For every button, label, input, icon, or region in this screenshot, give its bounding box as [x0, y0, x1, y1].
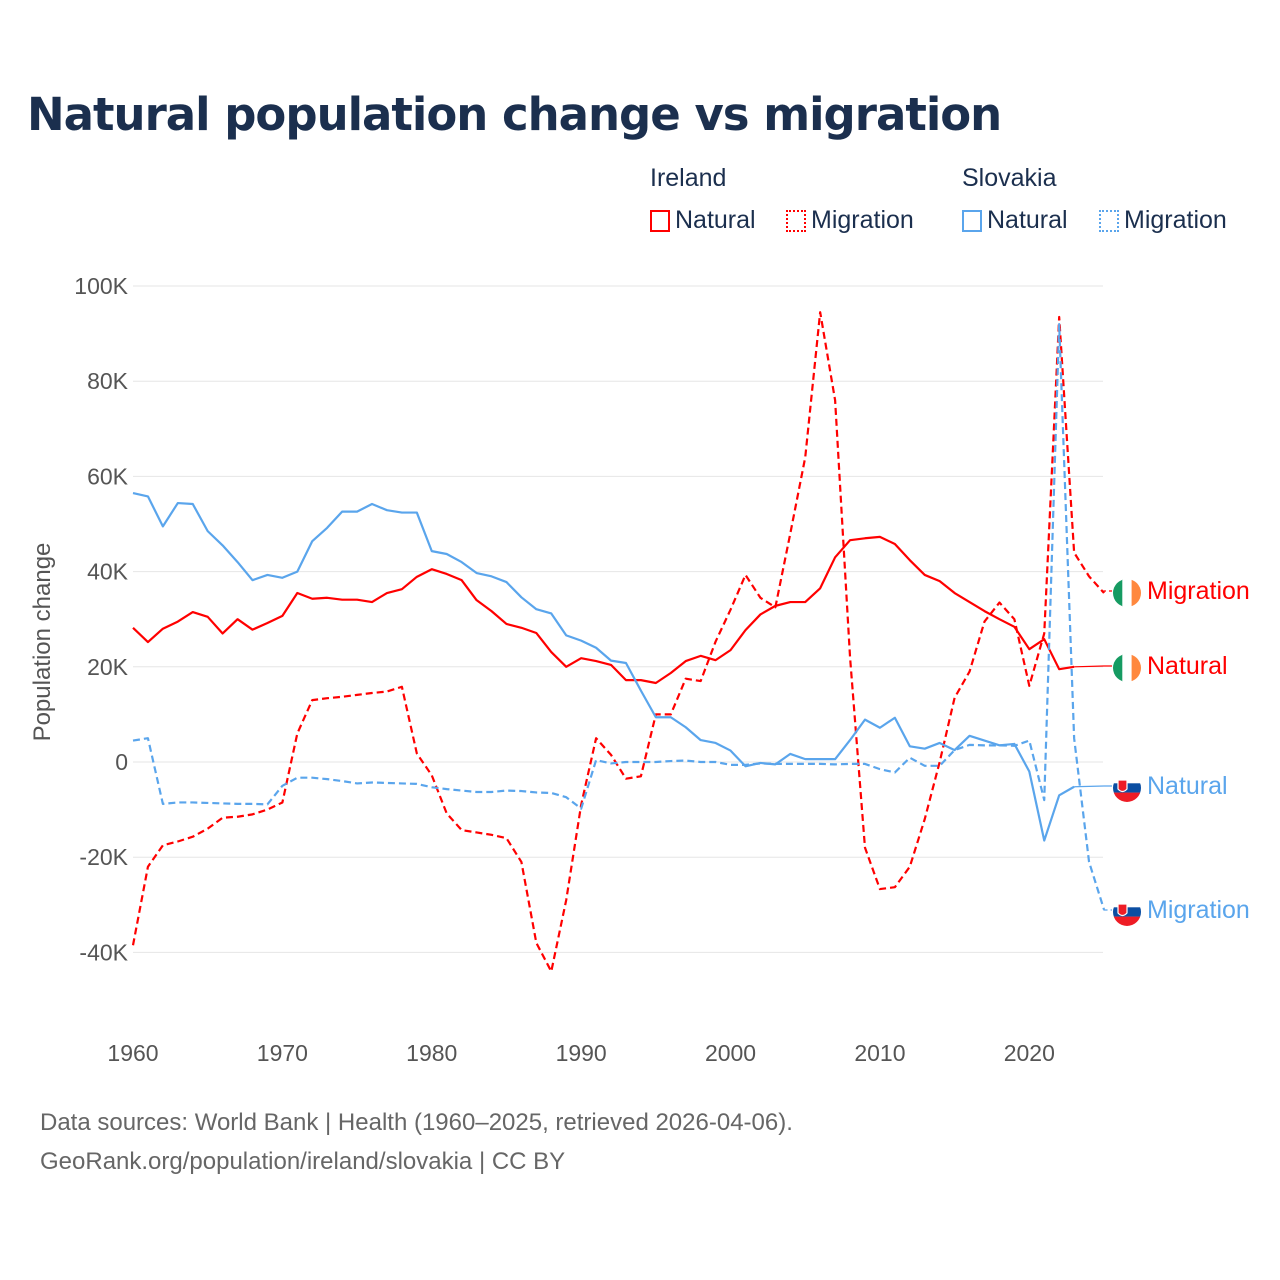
label-connector — [1103, 590, 1112, 594]
x-tick-label: 1970 — [257, 1040, 308, 1066]
y-tick-label: 60K — [87, 463, 129, 489]
y-tick-label: 20K — [87, 654, 129, 680]
source-link[interactable]: GeoRank.org/population/ireland/slovakia … — [40, 1148, 566, 1175]
legend-swatch-dotted — [786, 209, 806, 232]
x-tick-label: 1980 — [406, 1040, 457, 1066]
y-tick-label: 100K — [74, 273, 128, 299]
legend-label: Migration — [1124, 206, 1227, 234]
legend-group-slovakia: Slovakia — [962, 164, 1057, 192]
slovakia-natural-end-label: Natural — [1147, 772, 1228, 800]
slovakia-flag-icon — [1113, 774, 1141, 802]
source-note: Data sources: World Bank | Health (1960–… — [40, 1109, 793, 1136]
legend-ireland-natural[interactable]: Natural — [650, 206, 756, 235]
y-tick-label: 0 — [115, 749, 128, 775]
ireland-natural-line — [132, 535, 1075, 685]
slovakia-flag-icon — [1113, 898, 1141, 926]
chart-title: Natural population change vs migration — [27, 88, 1002, 141]
ireland-migration-line — [131, 311, 1105, 973]
legend-slovakia-migration[interactable]: Migration — [1099, 206, 1227, 235]
ireland-natural-end-label: Natural — [1147, 652, 1228, 680]
legend-label: Natural — [675, 206, 756, 234]
x-tick-label: 1990 — [556, 1040, 607, 1066]
legend-ireland-migration[interactable]: Migration — [786, 206, 914, 235]
legend-label: Natural — [987, 206, 1068, 234]
y-tick-label: -20K — [79, 844, 128, 870]
y-tick-label: -40K — [79, 939, 128, 965]
legend-slovakia-natural[interactable]: Natural — [962, 206, 1068, 235]
y-tick-label: 40K — [87, 559, 129, 585]
label-connector — [1074, 785, 1112, 788]
ireland-flag-icon — [1113, 654, 1141, 682]
x-tick-label: 2000 — [705, 1040, 756, 1066]
legend-group-ireland: Ireland — [650, 164, 727, 192]
x-tick-label: 1960 — [107, 1040, 158, 1066]
slovakia-natural-line — [132, 491, 1075, 842]
legend-label: Migration — [811, 206, 914, 234]
ireland-flag-icon — [1113, 579, 1141, 607]
legend-swatch-solid — [650, 209, 670, 232]
label-connector — [1074, 665, 1112, 668]
slovakia-migration-end-label: Migration — [1147, 896, 1250, 924]
y-axis-label: Population change — [29, 543, 56, 742]
y-tick-label: 80K — [87, 368, 129, 394]
legend-swatch-solid — [962, 209, 982, 232]
legend-swatch-dotted — [1099, 209, 1119, 232]
x-tick-label: 2010 — [854, 1040, 905, 1066]
slovakia-migration-line — [132, 322, 1106, 910]
x-tick-label: 2020 — [1004, 1040, 1055, 1066]
ireland-migration-end-label: Migration — [1147, 577, 1250, 605]
